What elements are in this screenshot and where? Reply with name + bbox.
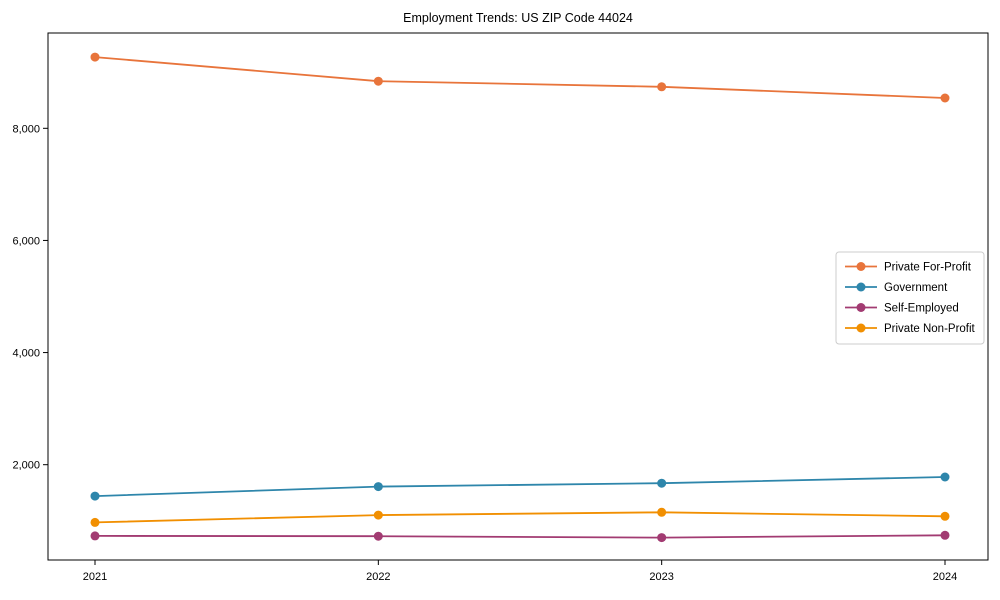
data-point-marker-private-for-profit [657, 82, 667, 92]
y-tick-label: 8,000 [12, 123, 40, 135]
legend-label: Private For-Profit [884, 262, 972, 274]
legend-label: Private Non-Profit [884, 323, 976, 335]
series-line-self-employed [94, 534, 946, 539]
plot-area-border [47, 32, 989, 561]
data-point-marker-self-employed [373, 531, 383, 541]
chart-title: Employment Trends: US ZIP Code 44024 [403, 11, 633, 25]
x-tick-label: 2022 [366, 571, 390, 583]
x-tick-label: 2024 [933, 571, 957, 583]
legend-marker-dot [856, 282, 866, 292]
x-tick-label: 2023 [649, 571, 673, 583]
legend-marker-dot [856, 262, 866, 271]
series-line-private-for-profit [94, 56, 946, 99]
data-point-marker-government [90, 491, 100, 501]
y-tick-label: 6,000 [12, 235, 40, 247]
data-point-marker-private-for-profit [90, 52, 100, 62]
y-tick-label: 4,000 [12, 348, 40, 360]
legend-label: Self-Employed [884, 303, 959, 315]
plot-area: 2,000 4,000 6,000 8,000 2021 2022 2023 2024 Priv… [12, 32, 989, 583]
data-point-marker-self-employed [657, 533, 667, 543]
data-point-marker-self-employed [90, 531, 100, 541]
series-line-government [94, 476, 946, 497]
legend-label: Government [884, 282, 948, 294]
data-point-marker-government [940, 472, 950, 482]
data-point-marker-private-non-profit [940, 511, 950, 521]
data-point-marker-private-non-profit [373, 510, 383, 520]
data-point-marker-private-non-profit [90, 517, 100, 527]
y-tick-label: 2,000 [12, 460, 40, 472]
data-point-marker-private-for-profit [940, 93, 950, 103]
data-point-marker-private-for-profit [373, 76, 383, 86]
data-point-marker-private-non-profit [657, 507, 667, 517]
data-point-marker-self-employed [940, 530, 950, 540]
legend-marker-dot [856, 323, 866, 333]
legend-box [835, 251, 985, 345]
data-point-marker-government [373, 482, 383, 492]
data-point-marker-government [657, 478, 667, 488]
legend-marker-dot [856, 303, 866, 312]
x-tick-label: 2021 [83, 571, 107, 583]
series-line-private-non-profit [94, 511, 946, 524]
